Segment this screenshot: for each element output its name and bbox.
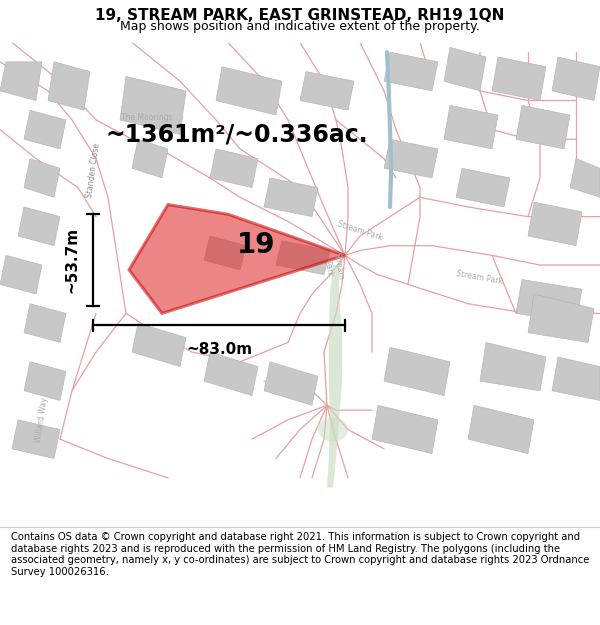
Polygon shape [456,168,510,207]
Polygon shape [384,139,438,178]
Polygon shape [300,71,354,110]
Text: Stream Park: Stream Park [337,219,383,243]
Polygon shape [528,202,582,246]
Polygon shape [492,57,546,101]
Polygon shape [327,256,345,488]
Polygon shape [129,204,345,313]
Polygon shape [132,139,168,178]
Text: Willard Way: Willard Way [34,397,50,443]
Polygon shape [18,207,60,246]
Text: ~83.0m: ~83.0m [186,342,252,357]
Text: ~1361m²/~0.336ac.: ~1361m²/~0.336ac. [105,122,368,147]
Polygon shape [24,110,66,149]
Polygon shape [24,159,60,198]
Text: ~53.7m: ~53.7m [65,227,80,293]
Polygon shape [552,57,600,101]
Polygon shape [468,405,534,454]
Polygon shape [204,236,246,270]
Polygon shape [264,178,318,217]
Polygon shape [384,348,450,396]
Polygon shape [516,279,582,323]
Text: The Moorings: The Moorings [121,113,173,122]
Text: Standen Close: Standen Close [85,143,101,199]
Polygon shape [372,405,438,454]
Polygon shape [0,256,42,294]
Polygon shape [444,106,498,149]
Polygon shape [516,106,570,149]
Polygon shape [12,420,60,459]
Polygon shape [552,357,600,401]
Polygon shape [0,62,42,101]
Polygon shape [24,304,66,343]
Polygon shape [528,294,594,343]
Polygon shape [480,342,546,391]
Polygon shape [444,48,486,91]
Polygon shape [204,352,258,396]
Polygon shape [24,362,66,401]
Polygon shape [132,323,186,367]
Polygon shape [570,159,600,198]
Text: Stream
Park: Stream Park [321,252,345,282]
Text: Map shows position and indicative extent of the property.: Map shows position and indicative extent… [120,20,480,33]
Polygon shape [384,52,438,91]
Polygon shape [276,241,330,275]
Text: 19, STREAM PARK, EAST GRINSTEAD, RH19 1QN: 19, STREAM PARK, EAST GRINSTEAD, RH19 1Q… [95,9,505,24]
Polygon shape [48,62,90,110]
Text: Stream Park: Stream Park [456,269,504,286]
Polygon shape [210,149,258,188]
Text: Contains OS data © Crown copyright and database right 2021. This information is : Contains OS data © Crown copyright and d… [11,532,589,577]
Polygon shape [120,76,186,134]
Text: 19: 19 [237,231,275,259]
Polygon shape [264,362,318,405]
Polygon shape [318,418,348,442]
Polygon shape [216,67,282,115]
